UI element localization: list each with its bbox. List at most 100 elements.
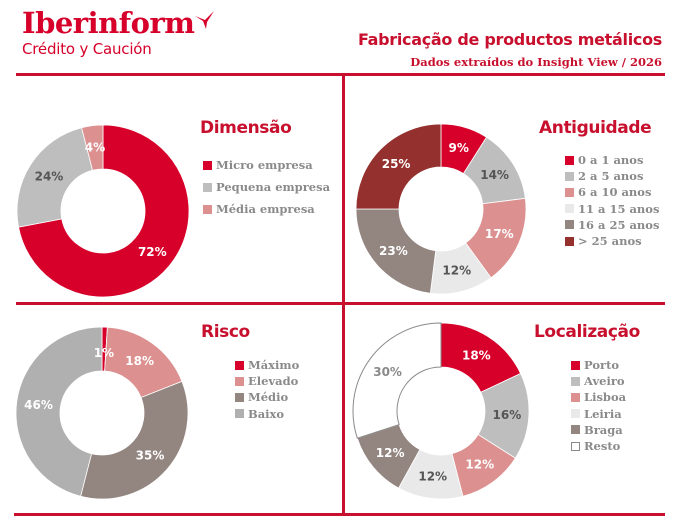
legend-swatch — [203, 182, 212, 192]
header-divider — [16, 73, 665, 76]
bird-logo-icon — [195, 11, 214, 29]
slice-pequena-empresa — [16, 127, 94, 228]
logo-wordmark: Iberinform — [22, 6, 195, 40]
legend-label: Leiria — [584, 406, 622, 421]
legend-swatch — [571, 376, 580, 386]
legend-item-micro-empresa: Micro empresa — [203, 154, 330, 176]
legend-item-2-a-5-anos: 2 a 5 anos — [565, 168, 659, 184]
legend-risco: Máximo Elevado Médio Baixo — [235, 357, 299, 422]
legend-item-aveiro: Aveiro — [571, 373, 626, 389]
legend-swatch — [235, 392, 244, 402]
data-label-6-a-10-anos: 17% — [485, 227, 514, 241]
brand-logo: Iberinform Crédito y Caución — [22, 6, 214, 58]
data-label-pequena-empresa: 24% — [35, 170, 64, 184]
legend-item-elevado: Elevado — [235, 373, 299, 389]
legend-label: Máximo — [248, 358, 300, 373]
data-label-16-a-25-anos: 23% — [379, 244, 408, 258]
legend-item-leiria: Leiria — [571, 406, 626, 422]
legend-swatch — [565, 204, 574, 214]
data-label-aveiro: 16% — [493, 408, 522, 422]
chart-title-dimensao: Dimensão — [200, 118, 292, 138]
legend-item-0-a-1-anos: 0 a 1 anos — [565, 152, 659, 168]
legend-swatch — [235, 376, 244, 386]
legend-item-25-anos: > 25 anos — [565, 233, 659, 249]
legend-item-lisboa: Lisboa — [571, 389, 626, 405]
logo-tagline: Crédito y Caución — [22, 40, 152, 58]
legend-label: Média empresa — [216, 202, 315, 216]
data-label-baixo: 46% — [24, 398, 53, 412]
legend-item-media-empresa: Média empresa — [203, 198, 330, 220]
legend-label: Braga — [584, 422, 623, 437]
legend-label: Porto — [584, 358, 620, 373]
legend-swatch — [235, 409, 244, 419]
data-label-medio: 35% — [136, 448, 165, 462]
bottom-divider — [14, 513, 665, 516]
legend-swatch — [571, 441, 580, 451]
slice-baixo — [15, 326, 103, 497]
data-label-25-anos: 25% — [382, 157, 411, 171]
legend-swatch — [565, 171, 574, 181]
legend-label: Resto — [584, 439, 621, 454]
middle-divider — [16, 302, 665, 305]
legend-label: 2 a 5 anos — [578, 169, 644, 184]
legend-label: Aveiro — [584, 374, 625, 389]
slice-resto — [352, 322, 442, 439]
data-label-media-empresa: 4% — [85, 141, 105, 155]
legend-swatch — [203, 160, 212, 170]
legend-swatch — [571, 360, 580, 370]
slice-micro-empresa — [18, 124, 190, 298]
legend-item-6-a-10-anos: 6 a 10 anos — [565, 184, 659, 200]
legend-localizacao: Porto Aveiro Lisboa Leiria Braga Resto — [571, 357, 626, 454]
legend-swatch — [235, 360, 244, 370]
center-divider — [342, 73, 345, 516]
legend-label: Baixo — [248, 406, 285, 421]
data-label-0-a-1-anos: 9% — [449, 141, 469, 155]
legend-label: > 25 anos — [578, 234, 642, 249]
legend-swatch — [565, 155, 574, 165]
legend-label: 0 a 1 anos — [578, 153, 644, 168]
legend-item-resto: Resto — [571, 438, 626, 454]
legend-label: Lisboa — [584, 390, 627, 405]
legend-item-pequena-empresa: Pequena empresa — [203, 176, 330, 198]
legend-swatch — [565, 236, 574, 246]
data-label-2-a-5-anos: 14% — [480, 168, 509, 182]
slice-media-empresa — [81, 124, 104, 171]
chart-title-antiguidade: Antiguidade — [539, 118, 652, 138]
legend-item-maximo: Máximo — [235, 357, 299, 373]
legend-label: 16 a 25 anos — [578, 217, 660, 232]
page-subtitle: Dados extraídos do Insight View / 2026 — [410, 55, 662, 69]
data-label-porto: 18% — [462, 348, 491, 362]
legend-swatch — [203, 204, 212, 214]
data-label-lisboa: 12% — [465, 457, 494, 471]
legend-label: Pequena empresa — [216, 180, 331, 194]
legend-dimensao: Micro empresa Pequena empresa Média empres… — [203, 154, 330, 220]
slice-medio — [80, 380, 189, 500]
chart-title-risco: Risco — [201, 322, 250, 342]
page-title: Fabricação de productos metálicos — [357, 30, 662, 49]
legend-label: Elevado — [248, 374, 299, 389]
legend-item-medio: Médio — [235, 389, 299, 405]
legend-swatch — [571, 392, 580, 402]
legend-label: Micro empresa — [216, 158, 313, 172]
legend-item-baixo: Baixo — [235, 406, 299, 422]
legend-item-porto: Porto — [571, 357, 626, 373]
data-label-micro-empresa: 72% — [138, 245, 167, 259]
legend-item-11-a-15-anos: 11 a 15 anos — [565, 201, 659, 217]
legend-antiguidade: 0 a 1 anos 2 a 5 anos 6 a 10 anos 11 a 15 a… — [565, 152, 659, 249]
legend-item-braga: Braga — [571, 422, 626, 438]
legend-swatch — [571, 409, 580, 419]
data-label-elevado: 18% — [125, 354, 154, 368]
data-label-leiria: 12% — [418, 469, 447, 483]
data-label-maximo: 1% — [94, 346, 114, 360]
data-label-resto: 30% — [373, 365, 402, 379]
legend-label: Médio — [248, 390, 289, 405]
data-label-11-a-15-anos: 12% — [442, 264, 471, 278]
legend-swatch — [565, 187, 574, 197]
data-label-braga: 12% — [376, 446, 405, 460]
chart-title-localizacao: Localização — [534, 322, 640, 342]
legend-item-16-a-25-anos: 16 a 25 anos — [565, 217, 659, 233]
